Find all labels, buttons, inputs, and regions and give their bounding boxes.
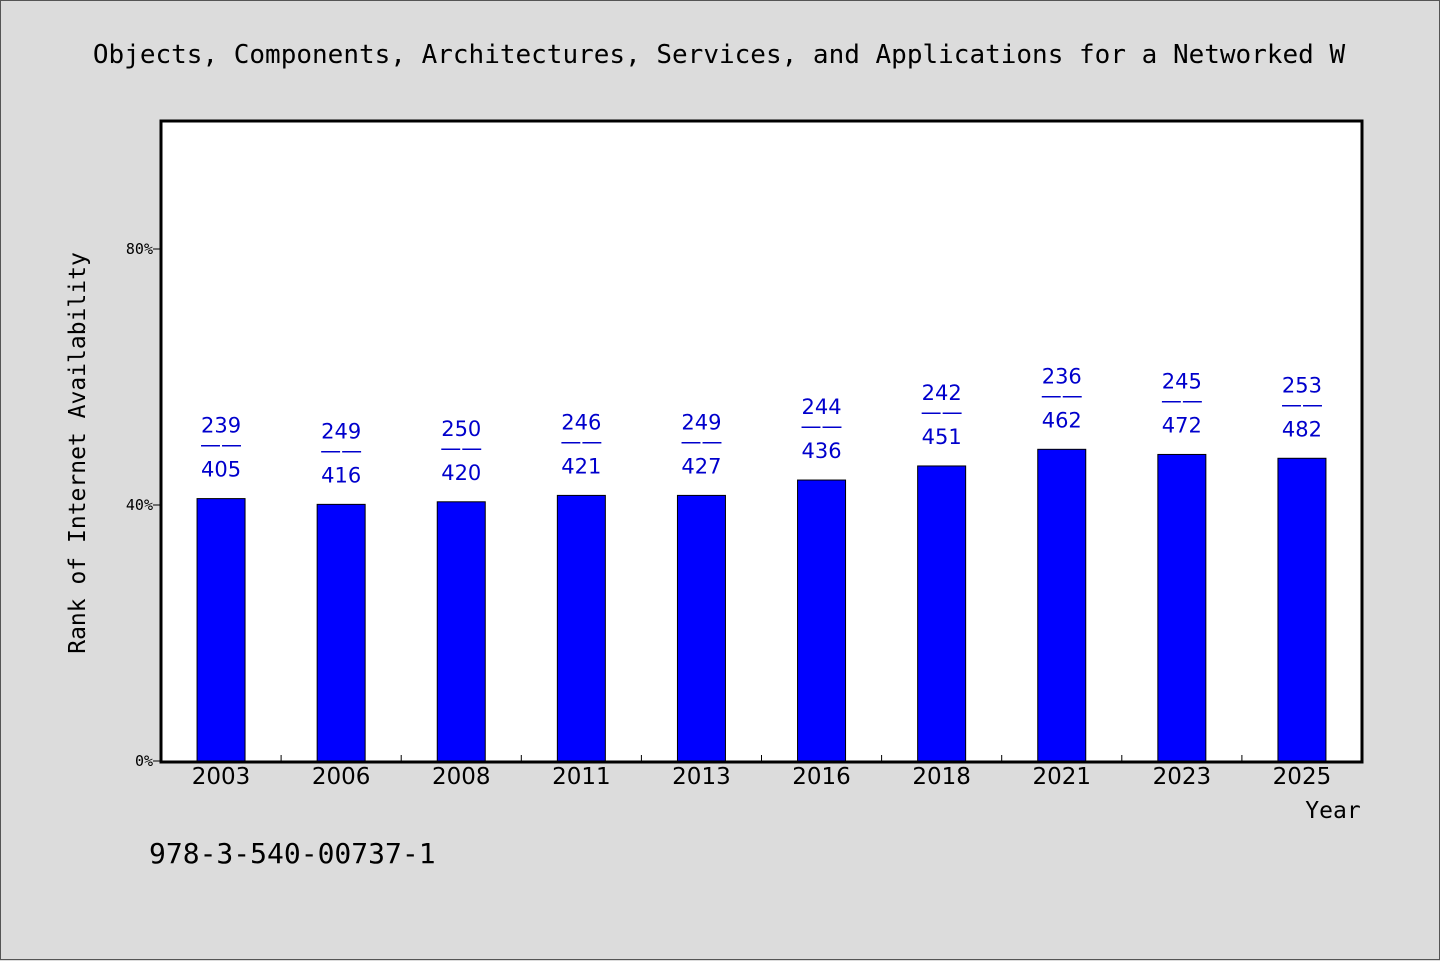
x-tick-label: 2018 (912, 764, 971, 790)
x-tick-label: 2021 (1032, 764, 1091, 790)
x-axis: 2003 2006 2008 2011 2013 2016 2018 2021 2023 2025 (192, 755, 1331, 790)
x-tick-label: 2016 (792, 764, 851, 790)
bar-2013 (676, 494, 726, 762)
data-label-top: 236 (1042, 364, 1082, 388)
data-label-separator: —— (560, 429, 602, 453)
bar-2016 (797, 479, 847, 762)
data-label-bottom: 451 (922, 425, 962, 449)
data-label-separator: —— (440, 436, 482, 460)
data-label-bottom: 421 (561, 454, 601, 478)
data-label-top: 249 (681, 410, 721, 434)
bar-2006 (316, 503, 366, 762)
data-label-separator: —— (801, 414, 843, 438)
y-axis-title: Rank of Internet Availability (65, 252, 91, 654)
y-tick-label: 80% (126, 240, 153, 258)
data-label-separator: —— (1161, 388, 1203, 412)
bar-2008 (436, 501, 486, 762)
x-tick-label: 2023 (1153, 764, 1212, 790)
data-label-separator: —— (680, 429, 722, 453)
bar-2021 (1037, 448, 1087, 762)
data-label-separator: —— (921, 400, 963, 424)
data-label-top: 245 (1162, 369, 1202, 393)
data-label-top: 250 (441, 417, 481, 441)
data-label-separator: —— (200, 433, 242, 457)
footer-isbn: 978-3-540-00737-1 (149, 837, 436, 870)
y-tick-label: 40% (126, 496, 153, 514)
bar-2003 (196, 498, 246, 762)
data-label-separator: —— (320, 438, 362, 462)
data-label-bottom: 405 (201, 458, 241, 482)
x-axis-title: Year (1305, 798, 1360, 824)
bars-group (196, 448, 1327, 762)
bar-2011 (556, 494, 606, 762)
data-label-top: 244 (802, 395, 842, 419)
bar-2025 (1277, 457, 1327, 762)
data-label-bottom: 462 (1042, 408, 1082, 432)
data-label-top: 246 (561, 410, 601, 434)
data-label-bottom: 427 (681, 454, 721, 478)
x-tick-label: 2013 (672, 764, 731, 790)
data-label-top: 253 (1282, 373, 1322, 397)
data-label-top: 239 (201, 414, 241, 438)
data-label-top: 249 (321, 419, 361, 443)
x-tick-label: 2003 (192, 764, 251, 790)
x-tick-label: 2025 (1273, 764, 1332, 790)
data-label-bottom: 482 (1282, 417, 1322, 441)
chart-title: Objects, Components, Architectures, Serv… (93, 40, 1346, 70)
y-axis: 0% 40% 80% (126, 240, 161, 770)
x-tick-label: 2008 (432, 764, 491, 790)
data-label-bottom: 436 (802, 439, 842, 463)
y-tick-label: 0% (135, 752, 153, 770)
bar-2023 (1157, 453, 1207, 762)
bar-2018 (917, 465, 967, 762)
data-labels-group: 239——405249——416250——420246——421249——427… (200, 364, 1323, 487)
x-tick-label: 2006 (312, 764, 371, 790)
data-label-separator: —— (1281, 392, 1323, 416)
data-label-separator: —— (1041, 383, 1083, 407)
data-label-bottom: 472 (1162, 413, 1202, 437)
data-label-bottom: 420 (441, 461, 481, 485)
x-tick-label: 2011 (552, 764, 611, 790)
data-label-top: 242 (922, 381, 962, 405)
data-label-bottom: 416 (321, 463, 361, 487)
